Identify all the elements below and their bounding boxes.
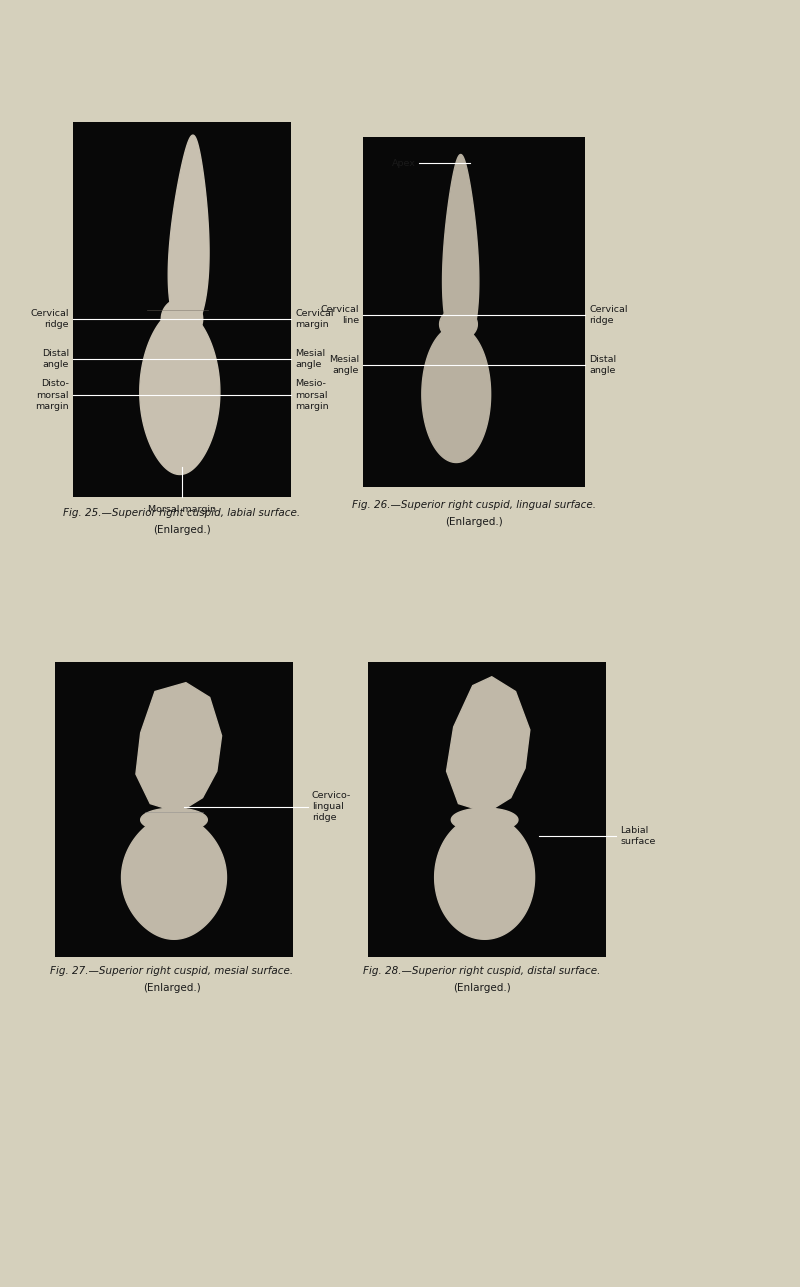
- Text: Mesio-
morsal
margin: Mesio- morsal margin: [295, 380, 329, 411]
- Text: Morsal margin: Morsal margin: [148, 505, 216, 514]
- Text: Fig. 28.—Superior right cuspid, distal surface.: Fig. 28.—Superior right cuspid, distal s…: [363, 967, 601, 976]
- Polygon shape: [136, 682, 222, 812]
- Bar: [363, 136, 585, 486]
- Text: (Enlarged.): (Enlarged.): [153, 525, 211, 535]
- Polygon shape: [122, 816, 226, 940]
- Text: Mesial
angle: Mesial angle: [295, 349, 325, 369]
- Text: Mesial
angle: Mesial angle: [329, 355, 359, 375]
- Polygon shape: [439, 309, 478, 340]
- Polygon shape: [140, 309, 220, 475]
- Polygon shape: [434, 816, 534, 940]
- Bar: [368, 662, 606, 958]
- Polygon shape: [451, 808, 518, 831]
- Text: Cervico-
lingual
ridge: Cervico- lingual ridge: [312, 792, 351, 822]
- Text: Cervical
ridge: Cervical ridge: [30, 309, 69, 329]
- Polygon shape: [442, 154, 479, 350]
- Text: Distal
angle: Distal angle: [42, 349, 69, 369]
- Text: (Enlarged.): (Enlarged.): [143, 983, 201, 994]
- Text: Distal
angle: Distal angle: [589, 355, 616, 375]
- Text: Fig. 26.—Superior right cuspid, lingual surface.: Fig. 26.—Superior right cuspid, lingual …: [352, 501, 596, 510]
- Text: Fig. 27.—Superior right cuspid, mesial surface.: Fig. 27.—Superior right cuspid, mesial s…: [50, 967, 294, 976]
- Polygon shape: [141, 808, 207, 831]
- Text: (Enlarged.): (Enlarged.): [453, 983, 511, 994]
- Text: Disto-
morsal
margin: Disto- morsal margin: [35, 380, 69, 411]
- Polygon shape: [162, 299, 202, 340]
- Text: Apex: Apex: [393, 158, 416, 167]
- Polygon shape: [168, 135, 209, 333]
- Bar: [73, 122, 291, 497]
- Text: Labial
surface: Labial surface: [620, 826, 655, 846]
- Bar: [55, 662, 293, 958]
- Polygon shape: [422, 326, 490, 462]
- Polygon shape: [446, 677, 530, 812]
- Text: (Enlarged.): (Enlarged.): [445, 517, 503, 526]
- Text: Cervical
margin: Cervical margin: [295, 309, 334, 329]
- Text: Cervical
ridge: Cervical ridge: [589, 305, 627, 326]
- Text: Cervical
line: Cervical line: [321, 305, 359, 326]
- Text: Fig. 25.—Superior right cuspid, labial surface.: Fig. 25.—Superior right cuspid, labial s…: [63, 508, 301, 517]
